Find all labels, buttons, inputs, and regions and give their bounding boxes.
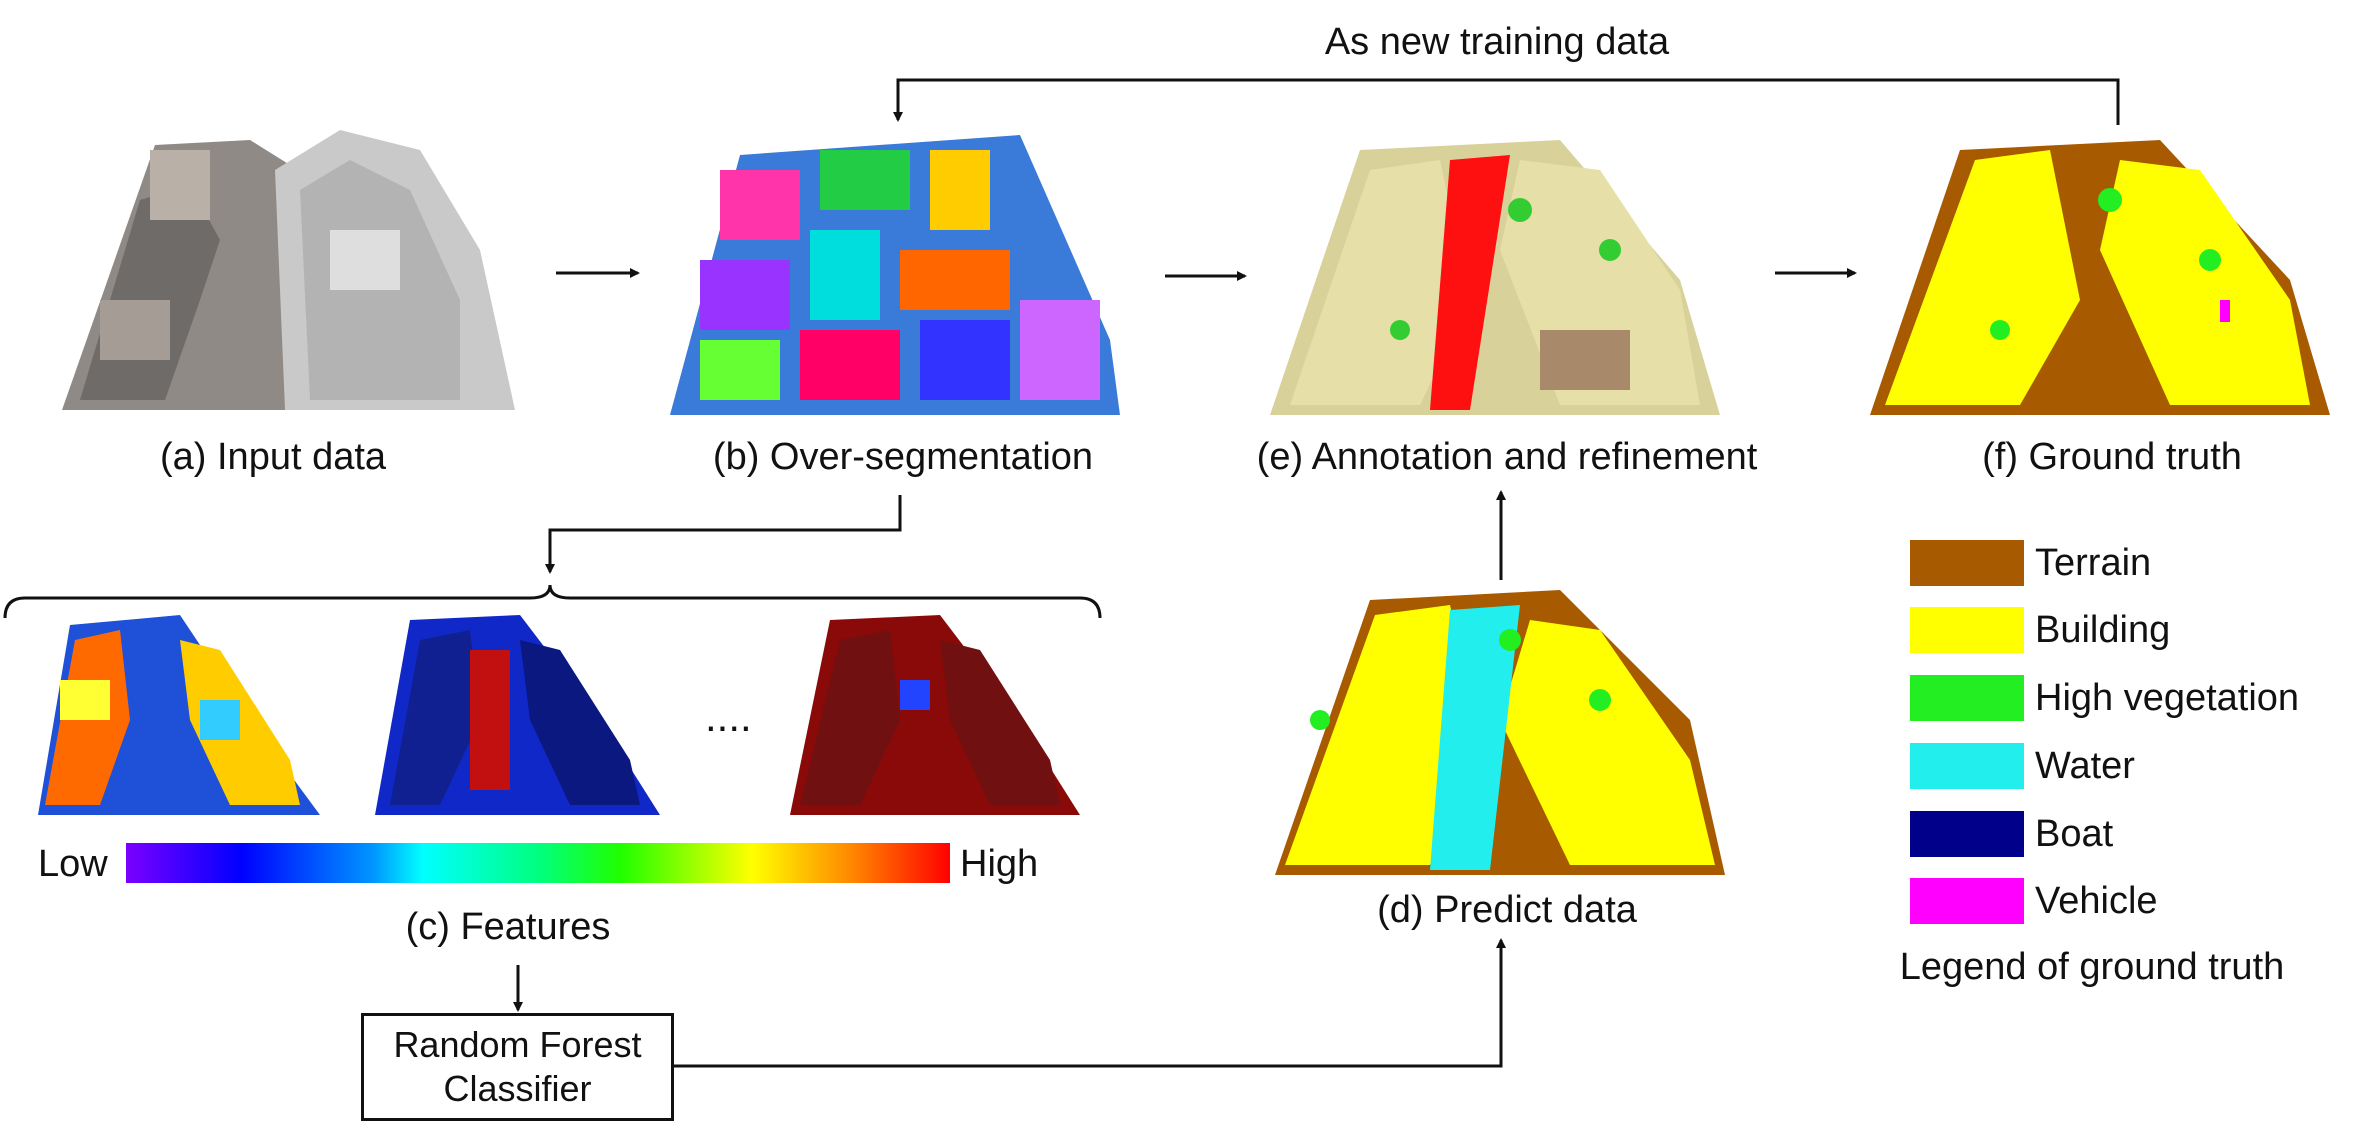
feature-map-1: [38, 615, 320, 815]
legend-swatch: [1910, 675, 2024, 721]
label-over-segmentation: (b) Over-segmentation: [712, 436, 1094, 478]
legend-label: Vehicle: [2035, 880, 2158, 922]
random-forest-classifier-box: Random Forest Classifier: [361, 1013, 674, 1121]
colorbar-high-label: High: [960, 843, 1039, 885]
over-segmentation-image: [670, 135, 1120, 415]
arrow-b-to-features: [545, 495, 902, 574]
arrow-classifier-to-predict: [674, 938, 1506, 1068]
label-features: (c) Features: [405, 906, 611, 948]
feature-map-2: [375, 615, 660, 815]
colorbar-low-label: Low: [38, 843, 108, 885]
legend-title: Legend of ground truth: [1899, 946, 2285, 988]
legend-swatch: [1910, 878, 2024, 924]
legend-label: Terrain: [2035, 542, 2152, 584]
legend-swatch: [1910, 607, 2024, 653]
features-brace: [3, 584, 1102, 619]
legend-label: Water: [2035, 745, 2135, 787]
label-predict-data: (d) Predict data: [1377, 889, 1637, 931]
feature-colorbar: [126, 843, 950, 883]
feedback-arrow: [893, 78, 2120, 125]
legend-label: High vegetation: [2035, 677, 2300, 719]
predict-data-image: [1275, 590, 1725, 875]
legend-label: Building: [2035, 609, 2171, 651]
feedback-label: As new training data: [1324, 21, 1670, 63]
legend-swatch: [1910, 811, 2024, 857]
input-data-image: [62, 130, 515, 410]
feature-map-3: [790, 615, 1080, 815]
legend-swatch: [1910, 540, 2024, 586]
label-input-data: (a) Input data: [160, 436, 387, 478]
legend-swatch: [1910, 743, 2024, 789]
features-ellipsis: ....: [705, 693, 752, 740]
legend-label: Boat: [2035, 813, 2114, 855]
label-annotation: (e) Annotation and refinement: [1256, 436, 1758, 478]
ground-truth-image: [1870, 140, 2330, 415]
label-ground-truth: (f) Ground truth: [1982, 436, 2242, 478]
classifier-line-2: Classifier: [443, 1068, 592, 1109]
classifier-line-1: Random Forest: [393, 1024, 642, 1065]
annotation-image: [1270, 140, 1720, 415]
